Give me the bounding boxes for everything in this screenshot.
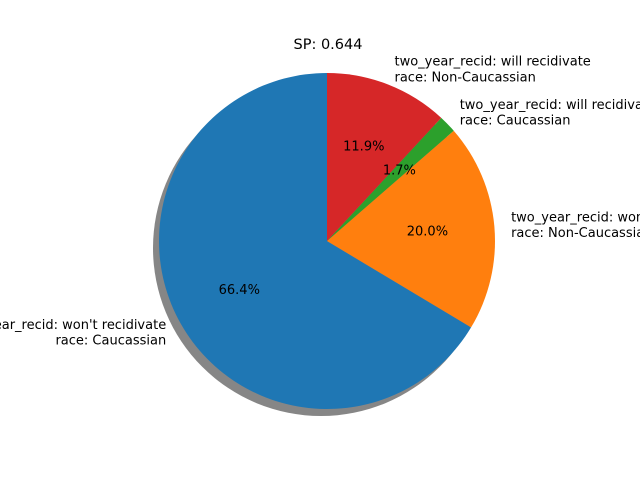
pie-slice-1 [159, 73, 472, 410]
slice-pct-label-3: 1.7% [383, 163, 416, 178]
slice-category-label-3: two_year_recid: will recidivate race: Cau… [460, 98, 640, 129]
pie-slice-3 [327, 117, 454, 241]
pie-slices [159, 73, 495, 410]
slice-category-label-4: two_year_recid: will recidivate race: Non… [394, 55, 590, 86]
pct-labels: 66.4% 20.0% 1.7% 11.9% [219, 140, 448, 299]
slice-pct-label-1: 66.4% [219, 283, 260, 298]
pie-slice-4 [327, 73, 442, 241]
slice-pct-label-2: 20.0% [407, 225, 448, 240]
pie-slice-2 [327, 130, 495, 328]
slice-pct-label-4: 11.9% [343, 140, 384, 155]
chart-title: SP: 0.644 [294, 37, 363, 53]
